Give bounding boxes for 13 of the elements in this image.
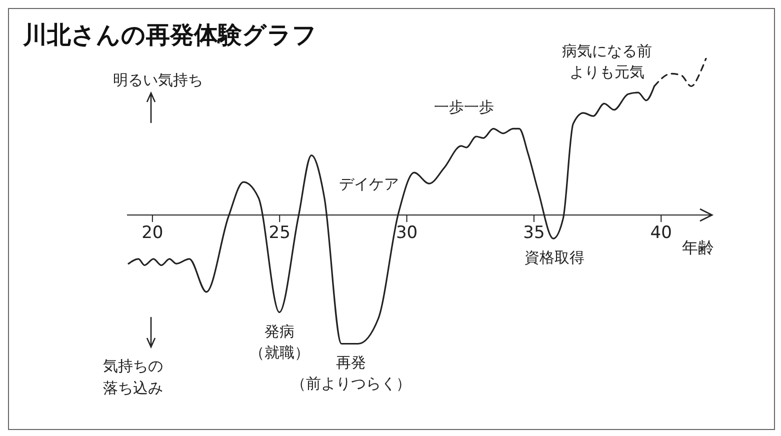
- x-tick-label: 30: [396, 223, 418, 243]
- annotation: 資格取得: [524, 248, 584, 267]
- x-axis-title: 年齢: [682, 238, 714, 257]
- x-tick-label: 40: [650, 223, 672, 243]
- text: 気持ちの落ち込み: [103, 357, 163, 397]
- annotation: 一歩一歩: [434, 98, 494, 116]
- annotation: デイケア: [339, 175, 399, 193]
- x-tick-label: 20: [142, 223, 164, 243]
- x-tick-label: 35: [523, 223, 545, 243]
- annotation: 病気になる前よりも元気: [562, 42, 652, 81]
- chart-title: 川北さんの再発体験グラフ: [22, 21, 317, 49]
- annotation: 明るい気持ち: [113, 71, 203, 89]
- x-tick-label: 25: [268, 223, 290, 243]
